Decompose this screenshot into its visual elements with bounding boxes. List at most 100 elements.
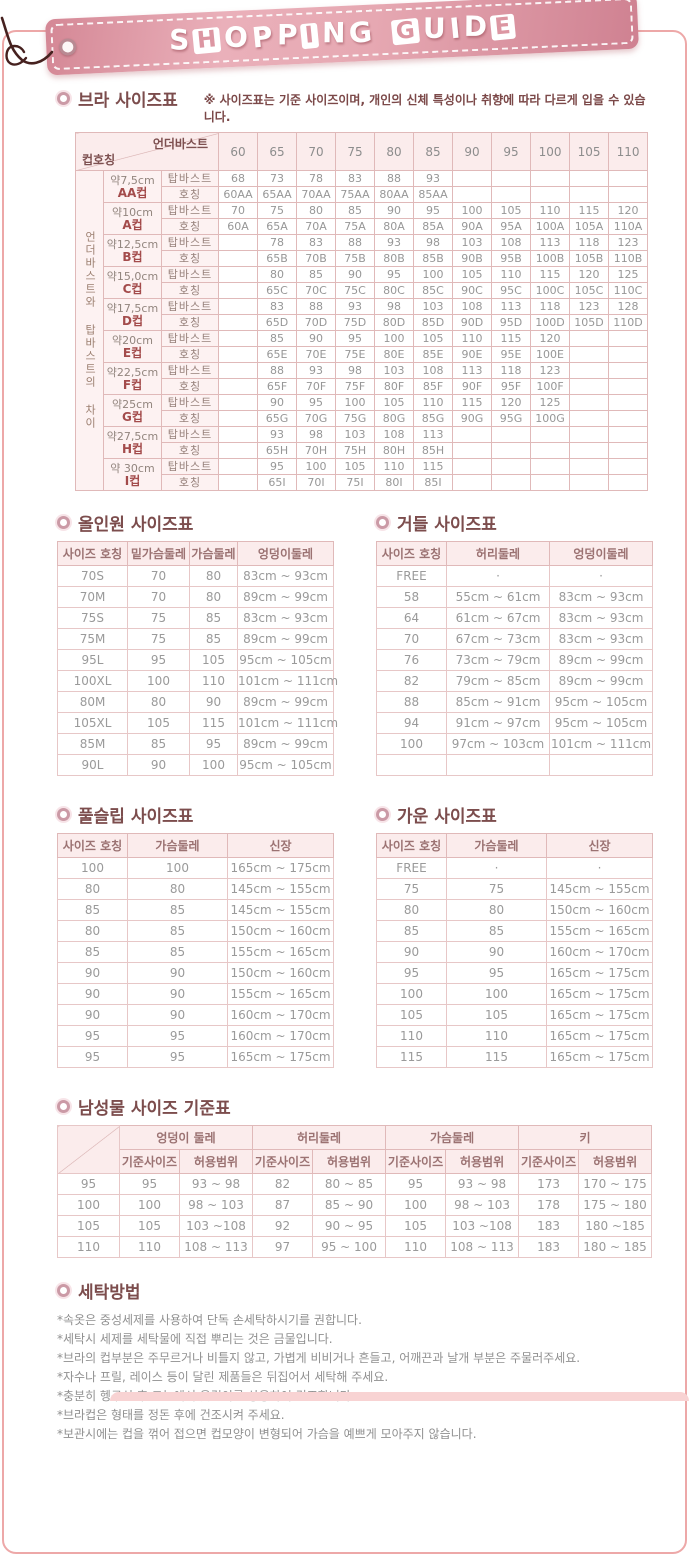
- table-cell: 113: [413, 426, 454, 443]
- table-cell: 115: [452, 394, 493, 411]
- table-cell: 108: [413, 362, 454, 379]
- table-cell: 123: [530, 362, 571, 379]
- header-cell: 65: [257, 132, 298, 171]
- header-cell: 키: [518, 1125, 653, 1150]
- table-cell: [569, 394, 610, 411]
- table-cell: 115: [446, 1046, 547, 1068]
- table-cell: 65F: [257, 378, 298, 395]
- table-cell: 100: [57, 857, 128, 879]
- table-row: 88 85cm ~ 91cm 95cm ~ 105cm: [376, 691, 653, 713]
- table-cell: 93: [257, 426, 298, 443]
- table-cell: 155cm ~ 165cm: [546, 920, 653, 942]
- table-cell: 83: [257, 298, 298, 315]
- table-cell: 165cm ~ 175cm: [227, 857, 334, 879]
- cup-name-label: I컵: [124, 473, 141, 488]
- table-cell: 73cm ~ 79cm: [446, 649, 550, 671]
- header-row: 사이즈 호칭 허리둘레 엉덩이둘레: [376, 541, 653, 566]
- table-cell: 78: [257, 234, 298, 251]
- table-cell: 85: [127, 920, 228, 942]
- table-cell: 호칭: [160, 346, 220, 363]
- table-cell: 183: [518, 1236, 580, 1258]
- table-cell: 95: [296, 394, 337, 411]
- table-cell: 160cm ~ 170cm: [227, 1004, 334, 1026]
- table-cell: [452, 474, 493, 491]
- table-cell: 113: [491, 298, 532, 315]
- table-row: 90 90 160cm ~ 170cm: [57, 1004, 334, 1026]
- table-cell: [452, 426, 493, 443]
- table-cell: 90: [57, 1004, 128, 1026]
- header-cell: 75: [335, 132, 376, 171]
- table-cell: 120: [530, 330, 571, 347]
- table-cell: 80: [446, 899, 547, 921]
- table-cell: 85: [257, 330, 298, 347]
- table-cell: 70F: [296, 378, 337, 395]
- table-cell: [452, 186, 493, 203]
- table-cell: 93: [413, 170, 454, 187]
- table-cell: ·: [546, 857, 653, 879]
- table-cell: 100: [127, 670, 190, 692]
- table-cell: 91cm ~ 97cm: [446, 712, 550, 734]
- table-cell: 80H: [374, 442, 415, 459]
- table-cell: 78: [296, 170, 337, 187]
- table-cell: [569, 442, 610, 459]
- cup-label-cell: 약12,5cm B컵: [103, 234, 162, 267]
- table-cell: 85cm ~ 91cm: [446, 691, 550, 713]
- table-cell: 90D: [452, 314, 493, 331]
- tag-letter: P: [276, 18, 298, 52]
- table-cell: 150cm ~ 160cm: [546, 899, 653, 921]
- mens-size-table: 엉덩이 둘레 허리둘레 가슴둘레 키 기준사이즈 허용범위 기준사이즈 허용범위 기준사이즈 허용…: [57, 1125, 653, 1258]
- table-cell: [218, 394, 259, 411]
- table-row: 호칭 65H 70H 75H 80H 85H: [76, 442, 649, 459]
- table-cell: [218, 442, 259, 459]
- table-cell: 70G: [296, 410, 337, 427]
- table-cell: 67cm ~ 73cm: [446, 628, 550, 650]
- table-cell: 85: [127, 733, 190, 755]
- table-row: 호칭 65D 70D 75D 80D 85D 90D 95D 100D 105D 110D: [76, 314, 649, 331]
- cup-label-cell: 약27,5cm H컵: [103, 426, 162, 459]
- allinone-section-title: 올인원 사이즈표: [57, 510, 334, 535]
- table-row: 70S 70 80 83cm ~ 93cm: [57, 565, 334, 587]
- table-cell: 180 ~ 185: [578, 1236, 653, 1258]
- table-cell: 89cm ~ 99cm: [237, 733, 334, 755]
- table-cell: 60A: [218, 218, 259, 235]
- table-cell: 83cm ~ 93cm: [549, 607, 653, 629]
- table-cell: [218, 426, 259, 443]
- table-row: 82 79cm ~ 85cm 89cm ~ 99cm: [376, 670, 653, 692]
- header-cell: 95: [491, 132, 532, 171]
- header-row: 사이즈 호칭 밑가슴둘레 가슴둘레 엉덩이둘레: [57, 541, 334, 566]
- bullet-ring-icon: [376, 516, 389, 529]
- table-cell: [569, 170, 610, 187]
- tag-letter: S: [168, 23, 190, 57]
- table-cell: 83cm ~ 93cm: [237, 607, 334, 629]
- table-cell: 155cm ~ 165cm: [227, 941, 334, 963]
- header-row: 사이즈 호칭 가슴둘레 신장: [57, 833, 334, 858]
- table-cell: [491, 458, 532, 475]
- table-cell: ·: [549, 565, 653, 587]
- table-cell: [218, 250, 259, 267]
- table-cell: 95: [257, 458, 298, 475]
- header-cell: 60: [218, 132, 259, 171]
- table-cell: 105B: [569, 250, 610, 267]
- tag-letter: N: [321, 16, 346, 50]
- table-cell: 95C: [491, 282, 532, 299]
- table-row: 95 95 165cm ~ 175cm: [57, 1046, 334, 1068]
- table-cell: 70M: [57, 586, 128, 608]
- header-cell: 가슴둘레: [385, 1125, 520, 1150]
- table-cell: 65AA: [257, 186, 298, 203]
- table-cell: [491, 186, 532, 203]
- table-cell: 95: [127, 649, 190, 671]
- table-cell: 100B: [530, 250, 571, 267]
- table-cell: [491, 426, 532, 443]
- table-row: 76 73cm ~ 79cm 89cm ~ 99cm: [376, 649, 653, 671]
- table-cell: 95: [335, 330, 376, 347]
- table-cell: 75I: [335, 474, 376, 491]
- header-row: 기준사이즈 허용범위 기준사이즈 허용범위 기준사이즈 허용범위 기준사이즈 허용범위: [58, 1149, 653, 1174]
- table-cell: 95: [57, 1046, 128, 1068]
- table-cell: [530, 426, 571, 443]
- table-cell: 160cm ~ 170cm: [227, 1025, 334, 1047]
- table-cell: 80I: [374, 474, 415, 491]
- tag-letter: I: [299, 22, 319, 49]
- table-cell: [218, 266, 259, 283]
- cup-name-label: H컵: [121, 441, 144, 456]
- footer-bar: [110, 1392, 689, 1401]
